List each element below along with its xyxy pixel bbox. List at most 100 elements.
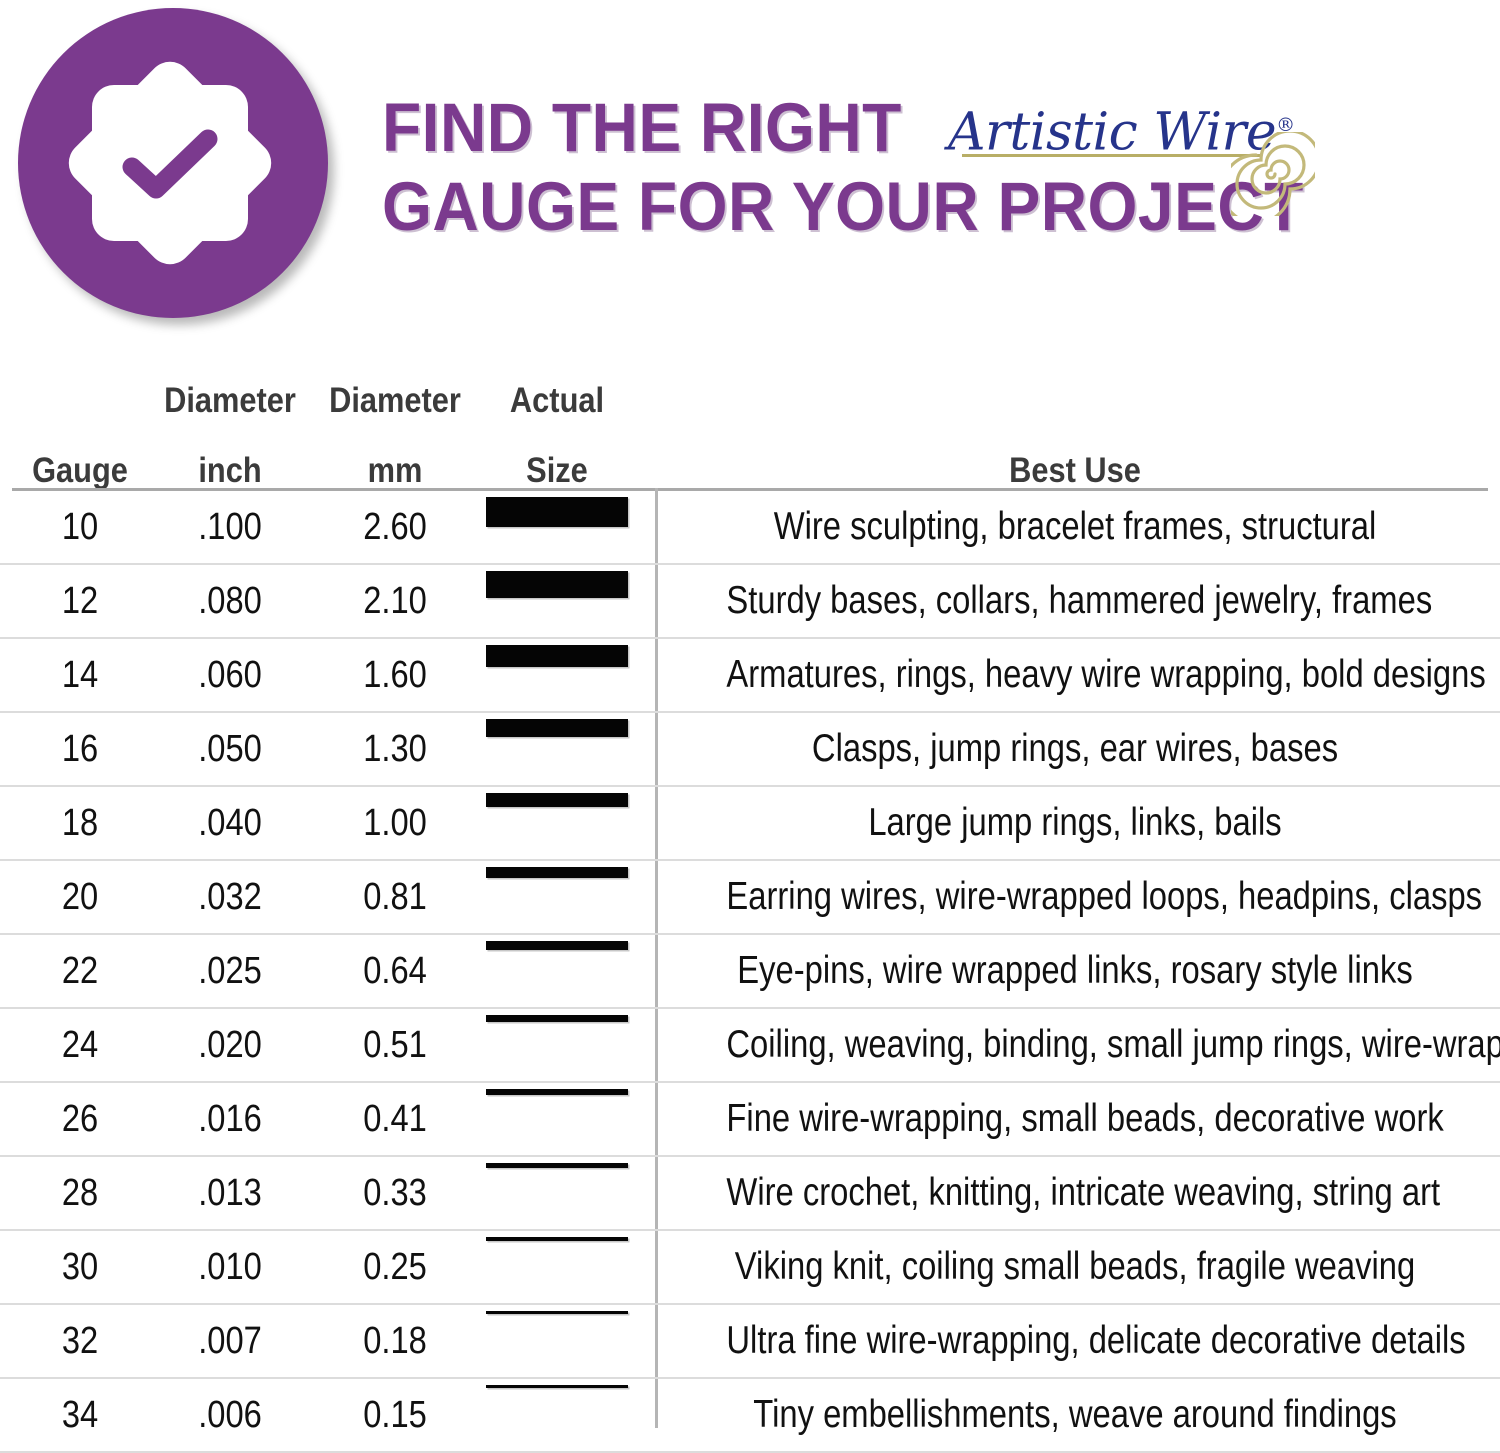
wire-thickness-bar — [486, 1385, 628, 1388]
header-diameter-inch-top: Diameter — [164, 381, 296, 420]
cell-diameter-inch: .007 — [198, 1320, 262, 1362]
cell-diameter-inch: .050 — [198, 728, 262, 770]
actual-size-swatch — [486, 861, 628, 933]
actual-size-swatch — [486, 1379, 628, 1451]
header-gauge: Gauge — [32, 451, 128, 490]
cell-best-use: Ultra fine wire-wrapping, delicate decor… — [726, 1319, 1466, 1362]
actual-size-swatch — [486, 491, 628, 563]
wire-thickness-bar — [486, 1163, 628, 1168]
vertical-column-divider — [655, 488, 658, 1428]
cell-best-use: Coiling, weaving, binding, small jump ri… — [726, 1023, 1500, 1066]
actual-size-swatch — [486, 1157, 628, 1229]
actual-size-swatch — [486, 713, 628, 785]
cell-diameter-inch: .080 — [198, 580, 262, 622]
wire-thickness-bar — [486, 497, 628, 527]
table-row: 28 .013 0.33 Wire crochet, knitting, intric… — [0, 1157, 1500, 1231]
actual-size-swatch — [486, 1231, 628, 1303]
artistic-wire-logo: Artistic Wire® — [948, 96, 1315, 216]
cell-diameter-inch: .020 — [198, 1024, 262, 1066]
table-row: 20 .032 0.81 Earring wires, wire-wrapped lo… — [0, 861, 1500, 935]
cell-best-use: Fine wire-wrapping, small beads, decorat… — [726, 1097, 1444, 1140]
cell-best-use: Large jump rings, links, bails — [868, 801, 1282, 844]
actual-size-swatch — [486, 935, 628, 1007]
actual-size-swatch — [486, 639, 628, 711]
registered-mark: ® — [1276, 114, 1295, 136]
cell-diameter-mm: 1.60 — [363, 654, 427, 696]
brand-name: Artistic Wire® — [948, 96, 1295, 161]
cell-diameter-mm: 0.51 — [363, 1024, 427, 1066]
actual-size-swatch — [486, 1083, 628, 1155]
wire-thickness-bar — [486, 1311, 628, 1314]
cell-gauge: 10 — [61, 506, 99, 548]
brand-name-text: Artistic Wire — [948, 102, 1277, 163]
brand-underline — [962, 154, 1262, 157]
wire-thickness-bar — [486, 867, 628, 878]
wire-thickness-bar — [486, 941, 628, 950]
cell-best-use: Eye-pins, wire wrapped links, rosary sty… — [737, 949, 1413, 992]
table-row: 24 .020 0.51 Coiling, weaving, binding, sma… — [0, 1009, 1500, 1083]
actual-size-swatch — [486, 1305, 628, 1377]
badge-star-shape — [59, 52, 281, 274]
actual-size-swatch — [486, 565, 628, 637]
actual-size-swatch — [486, 787, 628, 859]
header-divider-line — [12, 488, 1488, 491]
table-row: 30 .010 0.25 Viking knit, coiling small bea… — [0, 1231, 1500, 1305]
cell-gauge: 32 — [61, 1320, 99, 1362]
actual-size-swatch — [486, 1009, 628, 1081]
table-row: 10 .100 2.60 Wire sculpting, bracelet frame… — [0, 491, 1500, 565]
cell-gauge: 26 — [61, 1098, 99, 1140]
cell-diameter-inch: .013 — [198, 1172, 262, 1214]
cell-diameter-inch: .025 — [198, 950, 262, 992]
cell-diameter-inch: .100 — [198, 506, 262, 548]
wire-thickness-bar — [486, 645, 628, 667]
cell-best-use: Earring wires, wire-wrapped loops, headp… — [726, 875, 1483, 918]
cell-diameter-inch: .006 — [198, 1394, 262, 1436]
cell-best-use: Tiny embellishments, weave around findin… — [753, 1393, 1397, 1436]
table-row: 22 .025 0.64 Eye-pins, wire wrapped links, … — [0, 935, 1500, 1009]
cell-gauge: 24 — [61, 1024, 99, 1066]
table-body: 10 .100 2.60 Wire sculpting, bracelet frame… — [0, 491, 1500, 1453]
header-diameter-mm-top: Diameter — [329, 381, 461, 420]
cell-diameter-mm: 0.64 — [363, 950, 427, 992]
header-mm: mm — [367, 451, 423, 490]
cell-diameter-inch: .032 — [198, 876, 262, 918]
cell-diameter-inch: .060 — [198, 654, 262, 696]
header-best-use: Best Use — [1009, 451, 1141, 490]
page-title: FIND THE RIGHT GAUGE FOR YOUR PROJECT — [382, 88, 1482, 246]
cell-diameter-mm: 1.00 — [363, 802, 427, 844]
cell-diameter-mm: 2.10 — [363, 580, 427, 622]
gauge-table: Diameter Diameter Actual Gauge inch mm S… — [0, 340, 1500, 1453]
title-line-1: FIND THE RIGHT — [382, 89, 902, 166]
checkmark-icon — [122, 129, 218, 199]
cell-gauge: 34 — [61, 1394, 99, 1436]
cell-diameter-mm: 2.60 — [363, 506, 427, 548]
cell-gauge: 18 — [61, 802, 99, 844]
header-size: Size — [526, 451, 588, 490]
cell-best-use: Wire sculpting, bracelet frames, structu… — [773, 505, 1377, 548]
cell-gauge: 16 — [61, 728, 99, 770]
cell-best-use: Viking knit, coiling small beads, fragil… — [734, 1245, 1416, 1288]
check-badge-icon — [18, 8, 328, 318]
table-row: 34 .006 0.15 Tiny embellishments, weave aro… — [0, 1379, 1500, 1453]
cell-gauge: 30 — [61, 1246, 99, 1288]
wire-thickness-bar — [486, 1237, 628, 1241]
table-header-upper-row: Diameter Diameter Actual — [0, 378, 1500, 424]
table-header-lower-row: Gauge inch mm Size Best Use — [0, 448, 1500, 494]
cell-best-use: Armatures, rings, heavy wire wrapping, b… — [726, 653, 1486, 696]
wire-thickness-bar — [486, 1015, 628, 1022]
cell-diameter-inch: .016 — [198, 1098, 262, 1140]
wire-thickness-bar — [486, 793, 628, 807]
cell-gauge: 28 — [61, 1172, 99, 1214]
table-row: 16 .050 1.30 Clasps, jump rings, ear wires,… — [0, 713, 1500, 787]
cell-best-use: Wire crochet, knitting, intricate weavin… — [726, 1171, 1441, 1214]
cell-gauge: 20 — [61, 876, 99, 918]
header-inch: inch — [198, 451, 262, 490]
cell-diameter-mm: 0.81 — [363, 876, 427, 918]
wire-thickness-bar — [486, 719, 628, 737]
table-row: 14 .060 1.60 Armatures, rings, heavy wire w… — [0, 639, 1500, 713]
cell-diameter-inch: .010 — [198, 1246, 262, 1288]
title-line-2: GAUGE FOR YOUR PROJECT — [382, 168, 1304, 245]
header-banner: FIND THE RIGHT GAUGE FOR YOUR PROJECT Ar… — [0, 0, 1500, 340]
wire-thickness-bar — [486, 571, 628, 598]
cell-gauge: 22 — [61, 950, 99, 992]
